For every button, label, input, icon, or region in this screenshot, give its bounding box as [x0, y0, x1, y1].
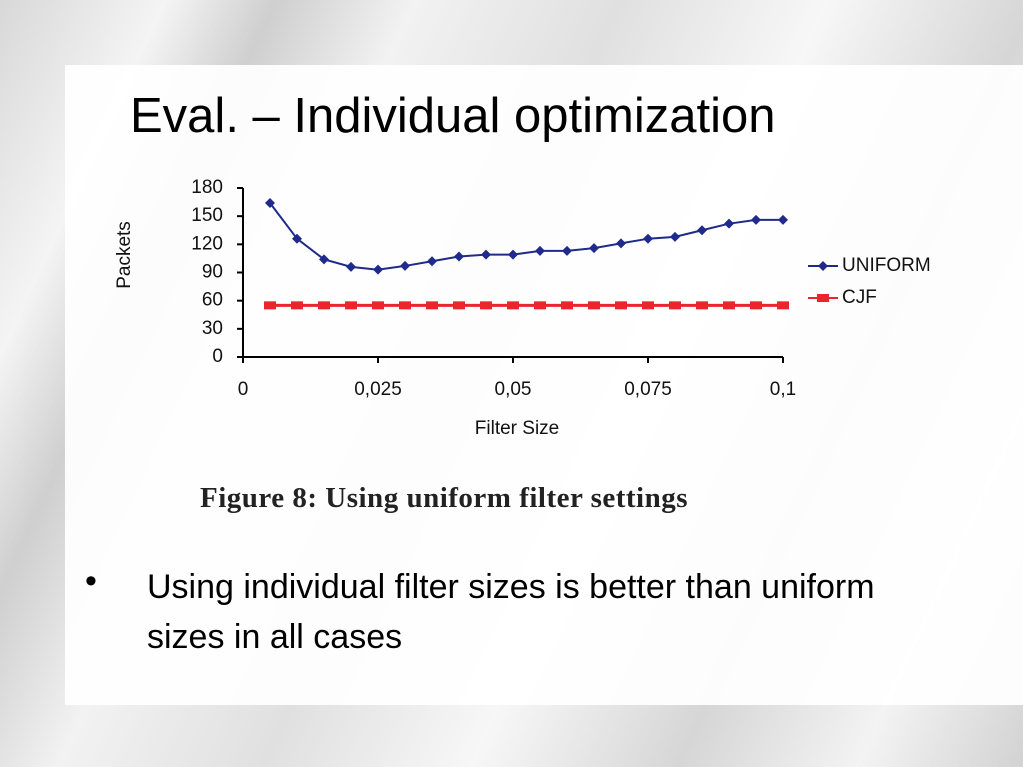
point-marker: [588, 301, 600, 310]
y-tick-label: 60: [202, 290, 223, 311]
point-marker: [507, 301, 519, 310]
point-marker: [264, 301, 276, 310]
figure-caption: Figure 8: Using uniform filter settings: [200, 482, 689, 514]
point-marker: [643, 233, 653, 244]
point-marker: [669, 301, 681, 310]
point-marker: [670, 231, 680, 242]
point-marker: [453, 301, 465, 310]
x-axis-label: Filter Size: [475, 418, 559, 439]
legend-label: CJF: [842, 287, 877, 308]
point-marker: [750, 301, 762, 310]
point-marker: [777, 301, 789, 310]
series-line: [269, 202, 783, 271]
point-marker: [400, 260, 410, 271]
y-tick-label: 150: [191, 205, 223, 226]
point-marker: [372, 301, 384, 310]
point-marker: [399, 301, 411, 310]
point-marker: [373, 264, 383, 275]
point-marker: [426, 301, 438, 310]
point-marker: [291, 301, 303, 310]
y-axis-label: Packets: [114, 221, 135, 289]
point-marker: [534, 301, 546, 310]
y-tick-label: 120: [191, 233, 223, 254]
point-marker: [616, 238, 626, 249]
point-marker: [589, 243, 599, 254]
point-marker: [615, 301, 627, 310]
point-marker: [751, 214, 761, 225]
bullet-text: Using individual filter sizes is better …: [147, 568, 875, 656]
slide-title: Eval. – Individual optimization: [130, 89, 776, 143]
y-tick-label: 90: [202, 262, 223, 283]
point-marker: [818, 261, 828, 271]
x-tick-label: 0: [238, 379, 249, 400]
x-tick-label: 0,1: [770, 379, 796, 400]
point-marker: [535, 245, 545, 256]
point-marker: [508, 249, 518, 260]
x-tick-label: 0,075: [624, 379, 672, 400]
point-marker: [318, 301, 330, 310]
point-marker: [427, 256, 437, 267]
point-marker: [642, 301, 654, 310]
point-marker: [817, 294, 829, 302]
point-marker: [723, 301, 735, 310]
point-marker: [696, 301, 708, 310]
point-marker: [481, 249, 491, 260]
y-tick-label: 30: [202, 318, 223, 339]
point-marker: [292, 233, 302, 244]
point-marker: [454, 251, 464, 262]
point-marker: [724, 218, 734, 229]
point-marker: [319, 254, 329, 265]
point-marker: [265, 198, 275, 209]
point-marker: [562, 245, 572, 256]
bullet-marker: •: [85, 562, 97, 600]
point-marker: [345, 301, 357, 310]
x-tick-label: 0,05: [495, 379, 532, 400]
point-marker: [697, 225, 707, 236]
y-tick-label: 180: [191, 177, 223, 198]
point-marker: [346, 261, 356, 272]
content-panel: [65, 65, 1023, 705]
y-tick-label: 0: [212, 346, 223, 367]
point-marker: [480, 301, 492, 310]
x-tick-label: 0,025: [354, 379, 402, 400]
legend-label: UNIFORM: [842, 255, 931, 276]
point-marker: [778, 214, 788, 225]
point-marker: [561, 301, 573, 310]
